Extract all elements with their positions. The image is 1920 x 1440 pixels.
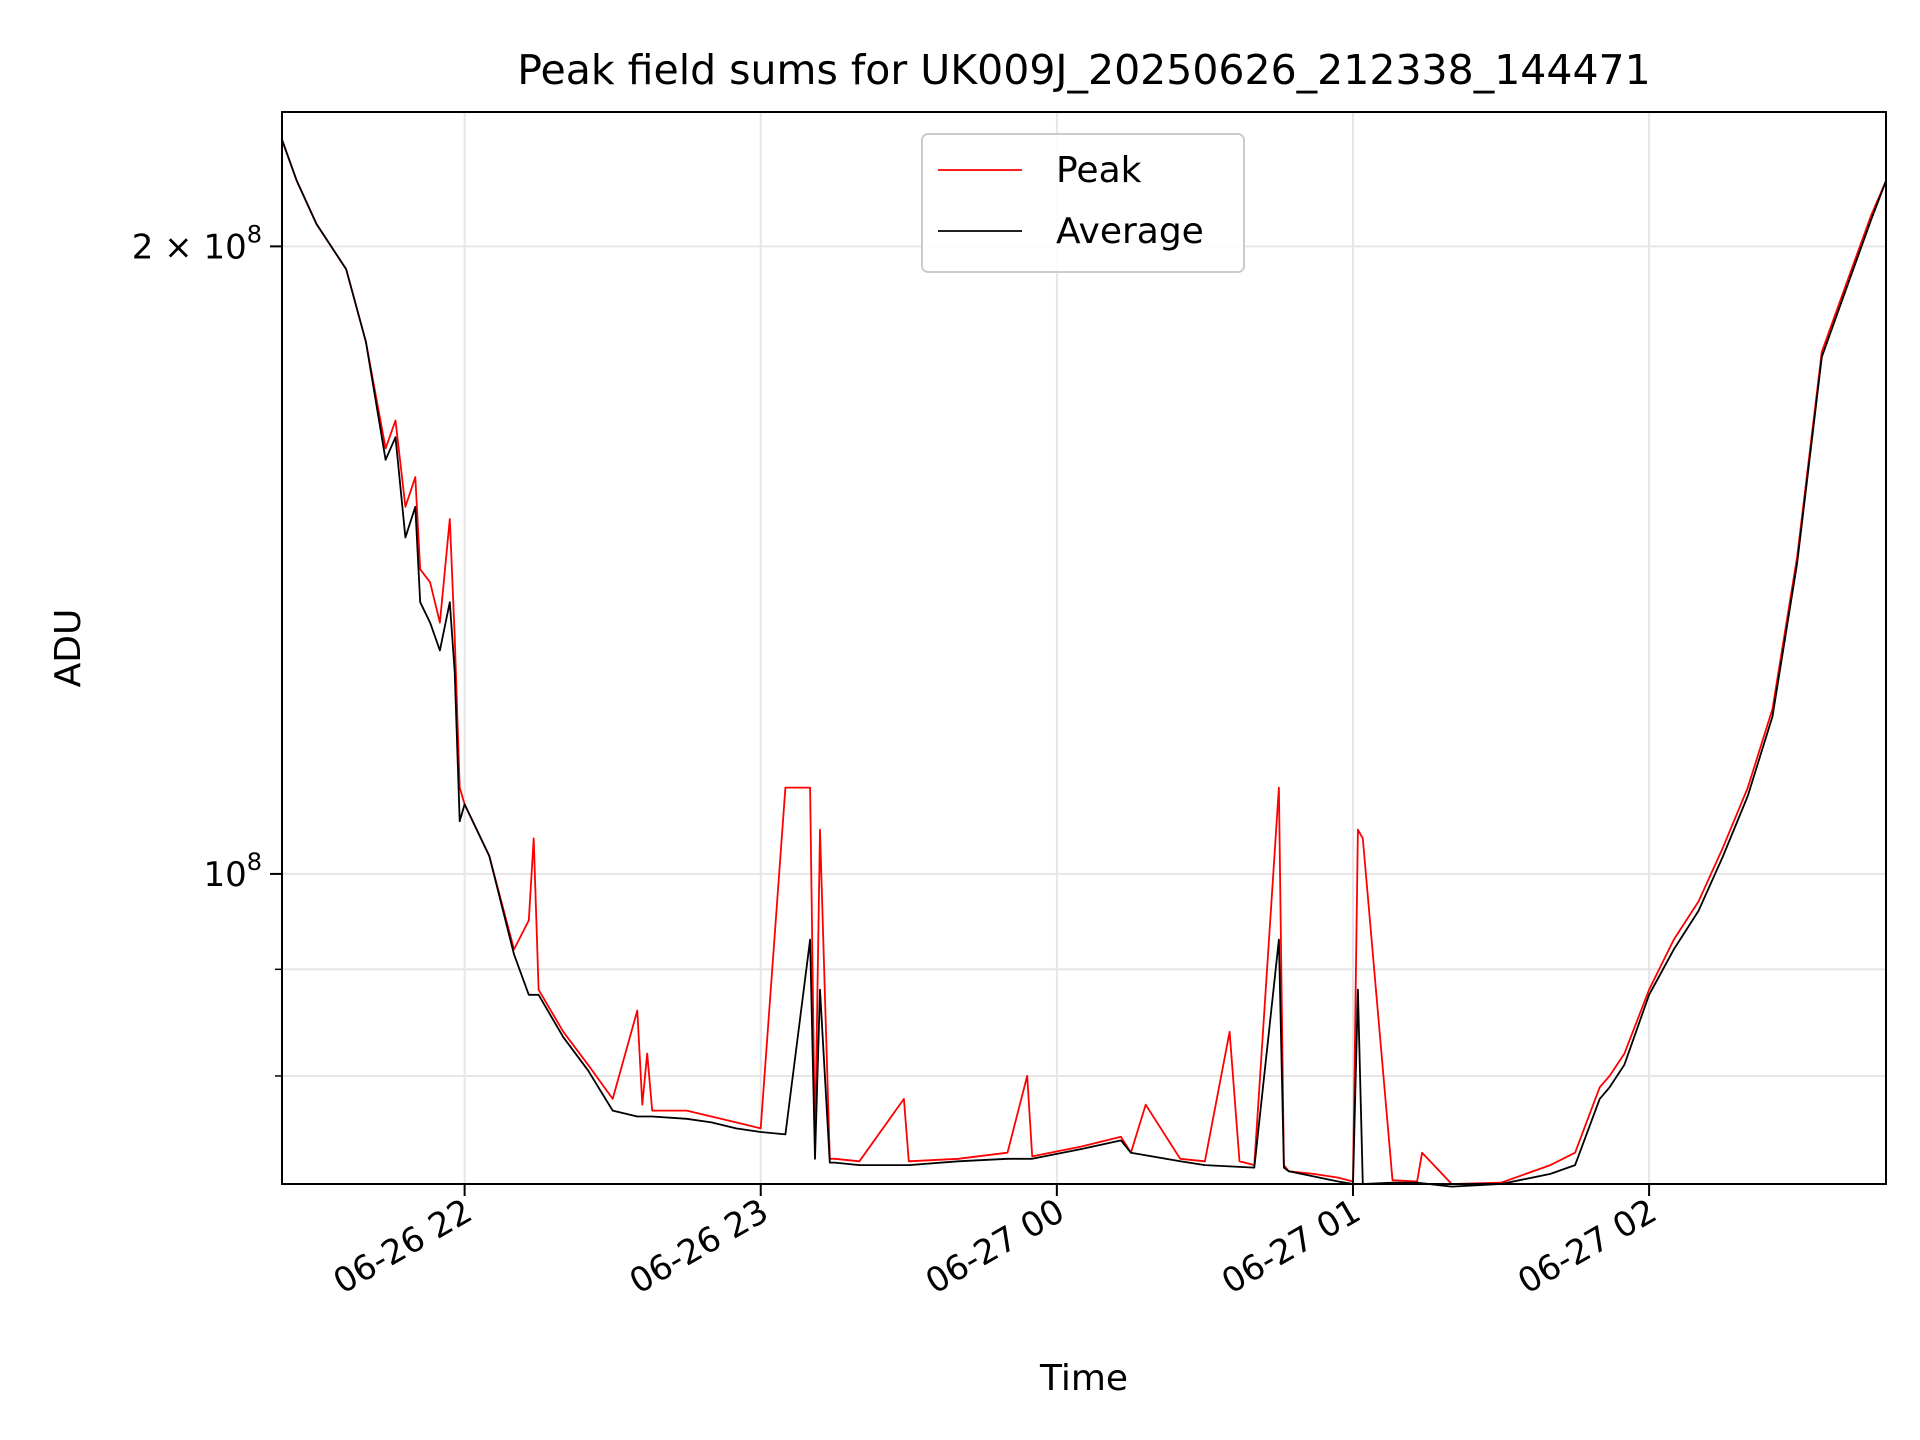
y-tick-label-0: 108 — [203, 848, 262, 895]
x-axis-label: Time — [1039, 1358, 1128, 1399]
legend: Peak Average — [921, 133, 1245, 273]
y-tick-label-1: 2 × 108 — [132, 220, 262, 267]
y-axis: 108 2 × 108 — [132, 220, 282, 1077]
chart-title: Peak field sums for UK009J_20250626_2123… — [517, 46, 1650, 94]
series-line-average — [281, 139, 1887, 1188]
plot-frame — [281, 111, 1887, 1185]
series-line-peak — [281, 139, 1887, 1185]
y-axis-label: ADU — [48, 609, 89, 688]
legend-label-average: Average — [1056, 211, 1204, 252]
grid — [282, 112, 1886, 1184]
legend-box — [921, 133, 1245, 273]
legend-label-peak: Peak — [1056, 150, 1142, 191]
series-layer — [281, 139, 1887, 1188]
